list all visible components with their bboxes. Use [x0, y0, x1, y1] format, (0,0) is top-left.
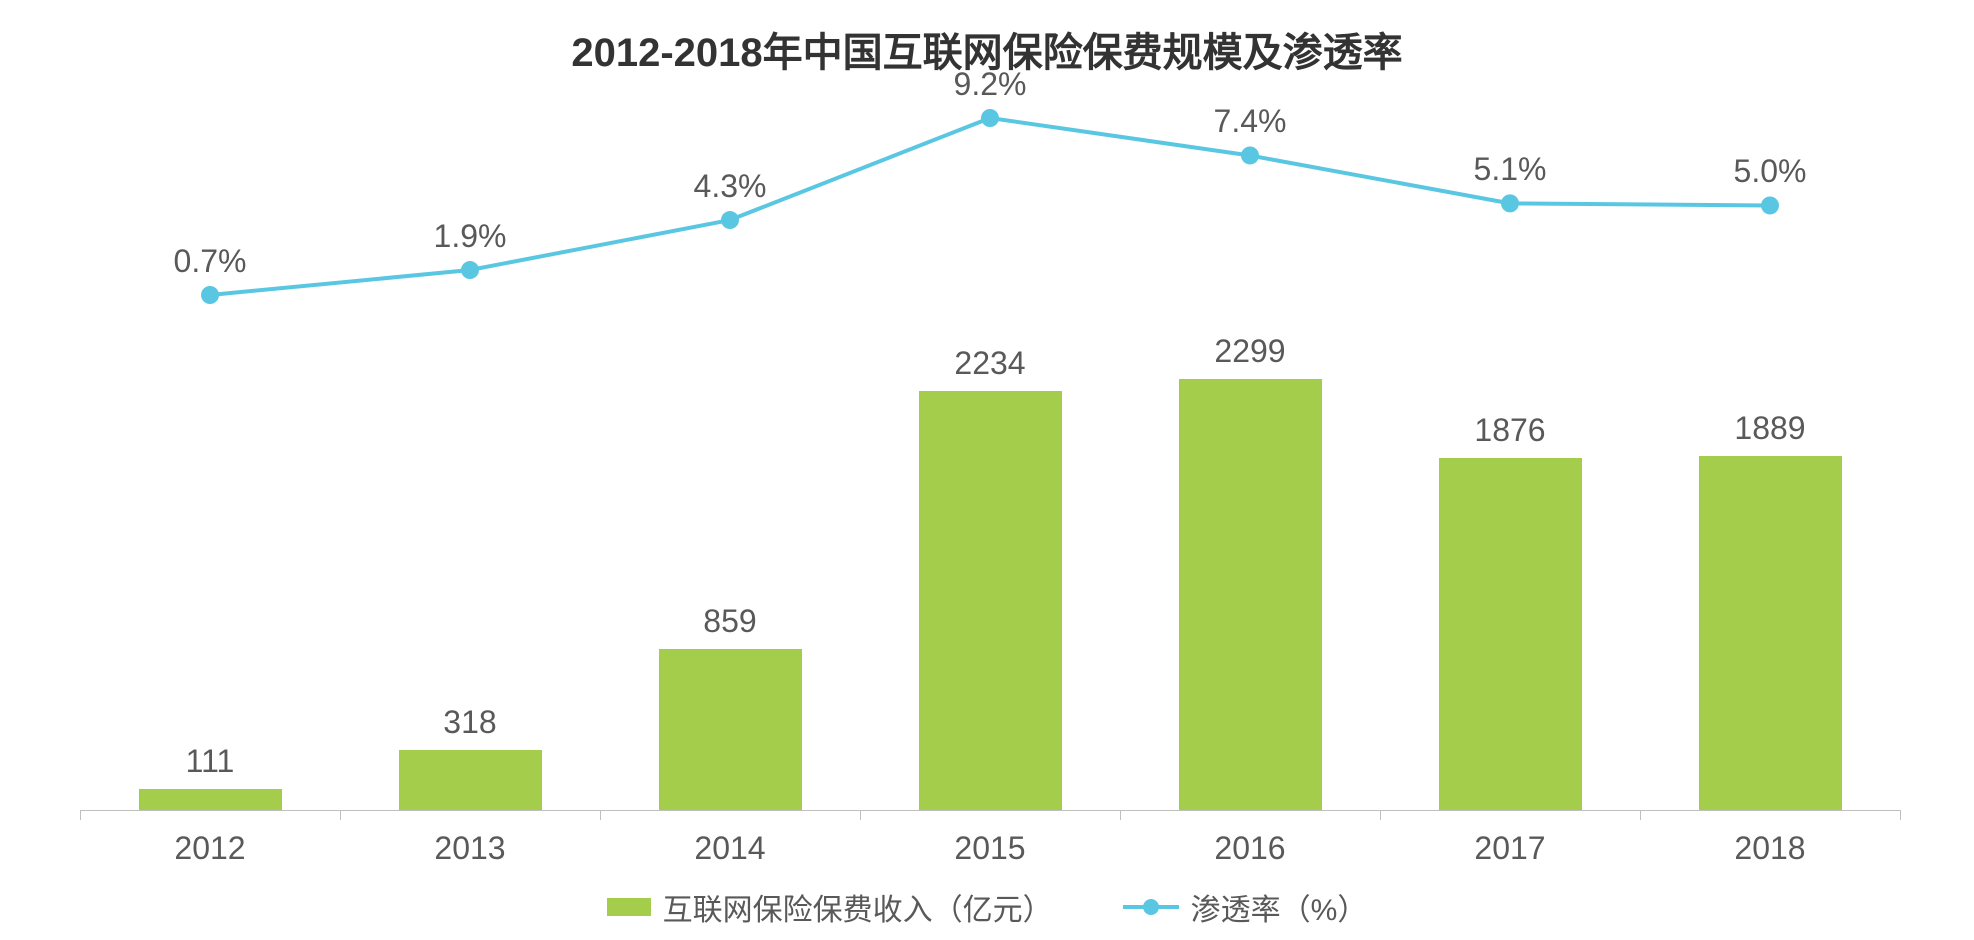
line-marker	[461, 261, 479, 279]
line-marker	[1761, 196, 1779, 214]
line-series	[80, 0, 1900, 940]
legend-item-bars: 互联网保险保费收入（亿元）	[607, 885, 1053, 929]
legend-label-line: 渗透率（%）	[1191, 885, 1368, 929]
line-value-label: 5.1%	[1450, 151, 1570, 188]
line-value-label: 0.7%	[150, 243, 270, 280]
legend: 互联网保险保费收入（亿元） 渗透率（%）	[0, 885, 1974, 929]
legend-label-bars: 互联网保险保费收入（亿元）	[663, 885, 1053, 929]
line-value-label: 7.4%	[1190, 103, 1310, 140]
legend-item-line: 渗透率（%）	[1123, 885, 1368, 929]
line-marker	[981, 109, 999, 127]
line-marker	[1241, 146, 1259, 164]
chart-container: 2012-2018年中国互联网保险保费规模及渗透率 11120123182013…	[0, 0, 1974, 940]
line-marker	[1501, 194, 1519, 212]
plot-area: 1112012318201385920142234201522992016187…	[80, 0, 1900, 940]
legend-swatch-line	[1123, 898, 1179, 916]
line-value-label: 4.3%	[670, 168, 790, 205]
line-value-label: 5.0%	[1710, 153, 1830, 190]
legend-swatch-bar	[607, 898, 651, 916]
line-value-label: 1.9%	[410, 218, 530, 255]
line-marker	[721, 211, 739, 229]
line-value-label: 9.2%	[930, 66, 1050, 103]
line-marker	[201, 286, 219, 304]
